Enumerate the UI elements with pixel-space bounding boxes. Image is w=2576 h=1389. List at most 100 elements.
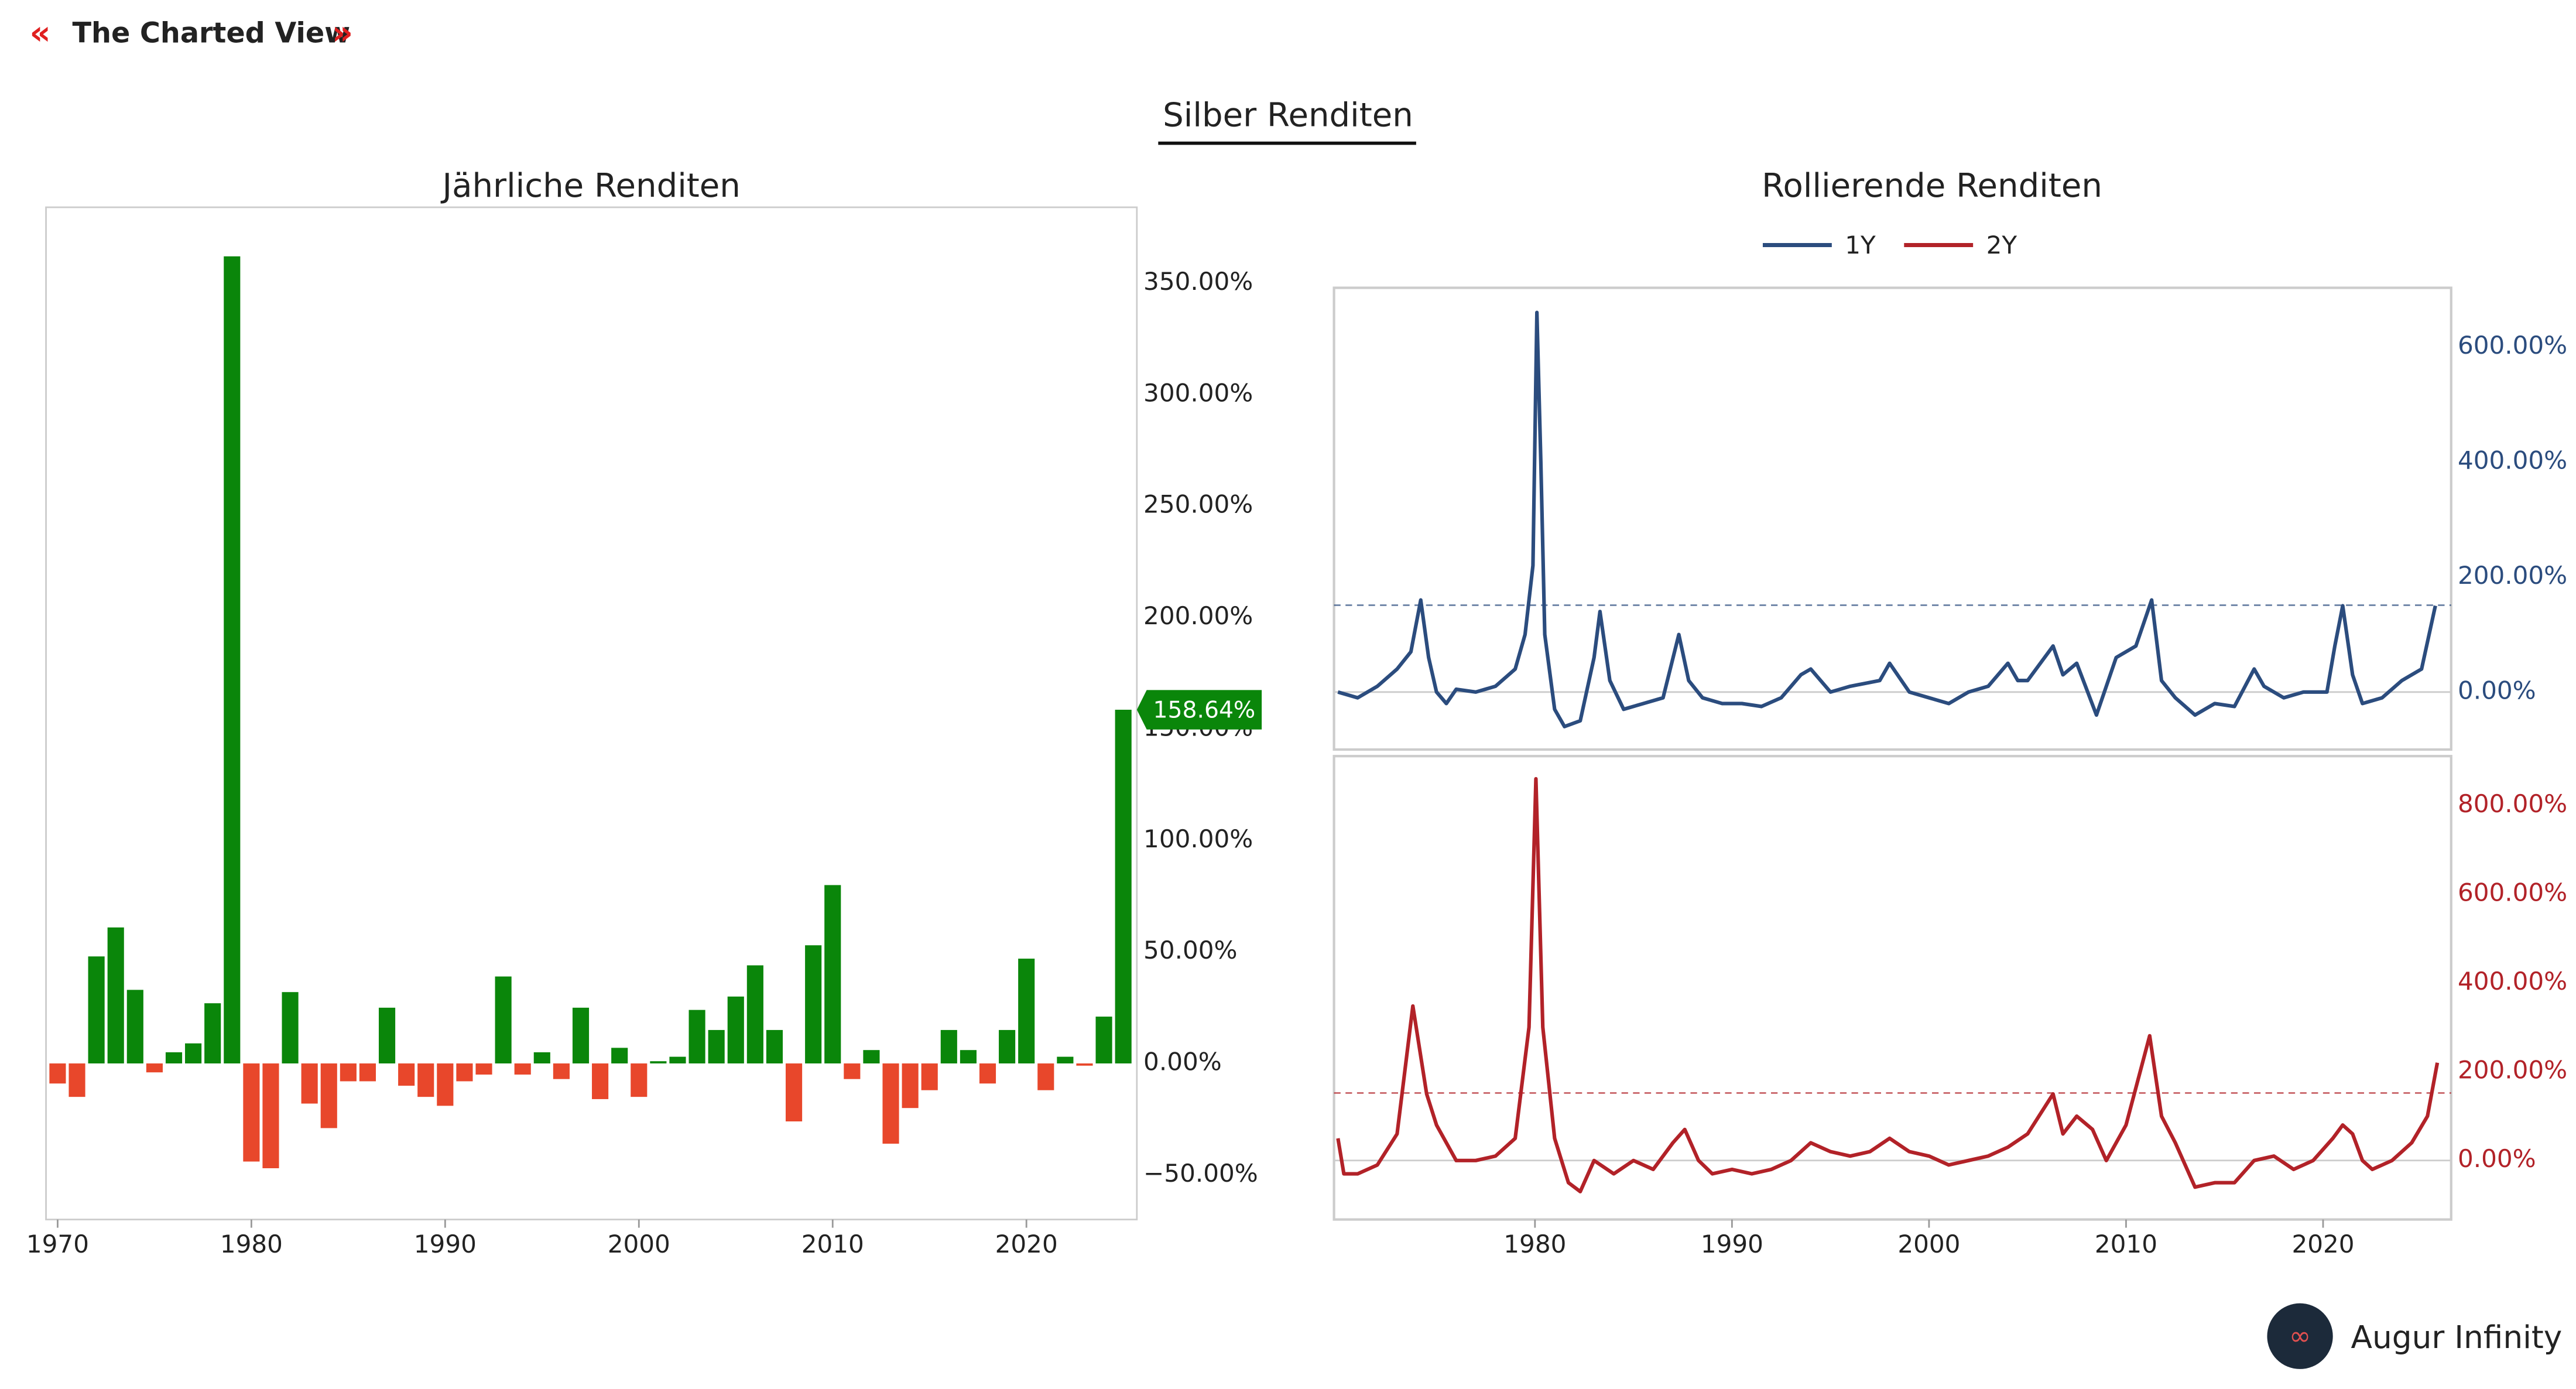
bar bbox=[301, 1063, 318, 1104]
series-line bbox=[1337, 310, 2437, 728]
bar bbox=[979, 1063, 996, 1084]
bar bbox=[340, 1063, 357, 1082]
x-tick-label: 1980 bbox=[1503, 1230, 1566, 1258]
bar bbox=[844, 1063, 861, 1079]
x-tick-label: 2000 bbox=[608, 1230, 670, 1258]
bar bbox=[475, 1063, 492, 1075]
bar bbox=[592, 1063, 609, 1099]
chart-title: Jährliche Renditen bbox=[441, 167, 741, 205]
bar bbox=[863, 1050, 880, 1064]
bar bbox=[1057, 1056, 1074, 1064]
y-tick-label: 0.00% bbox=[2458, 1144, 2536, 1173]
bar bbox=[902, 1063, 919, 1109]
x-tick-label: 1990 bbox=[1701, 1230, 1763, 1258]
bar bbox=[688, 1010, 705, 1064]
bar bbox=[262, 1063, 279, 1168]
bar bbox=[398, 1063, 415, 1086]
bar bbox=[68, 1063, 85, 1097]
y-tick-label: 0.00% bbox=[2458, 676, 2536, 704]
y-tick-label: 300.00% bbox=[1143, 378, 1253, 407]
page-title: Silber Renditen bbox=[1163, 96, 1413, 134]
x-tick-label: 1970 bbox=[26, 1230, 89, 1258]
y-tick-label: 250.00% bbox=[1143, 490, 1253, 519]
footer-brand: Augur Infinity bbox=[2351, 1319, 2563, 1356]
logo bbox=[2267, 1303, 2333, 1369]
value-label-box bbox=[1136, 690, 1262, 730]
y-tick-label: 100.00% bbox=[1143, 824, 1253, 853]
logo-mark: ∞ bbox=[2289, 1320, 2311, 1352]
bar bbox=[185, 1043, 202, 1064]
bar bbox=[785, 1063, 803, 1122]
series-line bbox=[1336, 776, 2440, 1193]
bar bbox=[940, 1029, 957, 1064]
y-tick-label: 400.00% bbox=[2458, 967, 2567, 995]
bar bbox=[669, 1056, 686, 1064]
chart-title: Rollierende Renditen bbox=[1762, 167, 2102, 205]
bar bbox=[1095, 1017, 1112, 1064]
bar bbox=[282, 992, 299, 1064]
bar bbox=[88, 956, 105, 1064]
bar bbox=[1037, 1063, 1054, 1090]
y-tick-label: 200.00% bbox=[1143, 601, 1253, 630]
bar bbox=[766, 1029, 783, 1064]
bar bbox=[1076, 1063, 1093, 1066]
bar bbox=[553, 1063, 570, 1079]
bar bbox=[243, 1063, 260, 1162]
x-tick-label: 2020 bbox=[2291, 1230, 2354, 1258]
y-tick-label: 50.00% bbox=[1143, 936, 1237, 964]
bar bbox=[960, 1050, 977, 1064]
y-tick-label: 600.00% bbox=[2458, 878, 2567, 906]
bar bbox=[824, 885, 841, 1064]
y-tick-label: 0.00% bbox=[1143, 1048, 1222, 1076]
y-tick-label: 200.00% bbox=[2458, 561, 2567, 590]
bar bbox=[882, 1063, 899, 1144]
bar bbox=[1018, 959, 1035, 1064]
legend-label: 1Y bbox=[1845, 231, 1876, 259]
bar bbox=[727, 996, 744, 1064]
panel-frame bbox=[1332, 286, 2452, 751]
bar bbox=[746, 965, 763, 1064]
y-tick-label: 400.00% bbox=[2458, 446, 2567, 475]
bar bbox=[107, 927, 124, 1064]
bar bbox=[650, 1061, 667, 1064]
bar bbox=[1115, 710, 1132, 1064]
x-tick-label: 2010 bbox=[801, 1230, 864, 1258]
bar bbox=[165, 1052, 183, 1064]
bar bbox=[572, 1007, 590, 1064]
x-tick-label: 2010 bbox=[2095, 1230, 2157, 1258]
x-tick-label: 2020 bbox=[995, 1230, 1058, 1258]
bar bbox=[805, 945, 822, 1064]
bar bbox=[456, 1063, 473, 1082]
bar bbox=[146, 1063, 163, 1073]
plot-frame bbox=[45, 206, 1138, 1220]
bar bbox=[631, 1063, 648, 1097]
bar bbox=[49, 1063, 66, 1084]
bar bbox=[611, 1048, 628, 1064]
legend-label: 2Y bbox=[1986, 231, 2017, 259]
value-label: 158.64% bbox=[1153, 697, 1256, 723]
bar bbox=[378, 1007, 396, 1064]
y-tick-label: 350.00% bbox=[1143, 267, 1253, 296]
x-tick-label: 1980 bbox=[220, 1230, 283, 1258]
bar bbox=[921, 1063, 938, 1090]
bar bbox=[533, 1052, 550, 1064]
brand: The Charted View bbox=[72, 17, 350, 49]
y-tick-label: 200.00% bbox=[2458, 1056, 2567, 1084]
x-tick-label: 1990 bbox=[414, 1230, 477, 1258]
bar bbox=[320, 1063, 337, 1128]
bar bbox=[495, 976, 512, 1064]
bar bbox=[514, 1063, 531, 1075]
x-tick-label: 2000 bbox=[1897, 1230, 1960, 1258]
panel-frame bbox=[1332, 755, 2452, 1221]
bar bbox=[708, 1029, 725, 1064]
bar bbox=[359, 1063, 376, 1082]
bar bbox=[204, 1003, 221, 1064]
bar bbox=[126, 990, 143, 1064]
bar bbox=[437, 1063, 454, 1106]
brand-chevron-right: » bbox=[332, 14, 353, 52]
bar bbox=[224, 256, 241, 1064]
y-tick-label: 800.00% bbox=[2458, 789, 2567, 818]
y-tick-label: −50.00% bbox=[1143, 1159, 1258, 1188]
brand-chevron-left: « bbox=[30, 14, 51, 52]
